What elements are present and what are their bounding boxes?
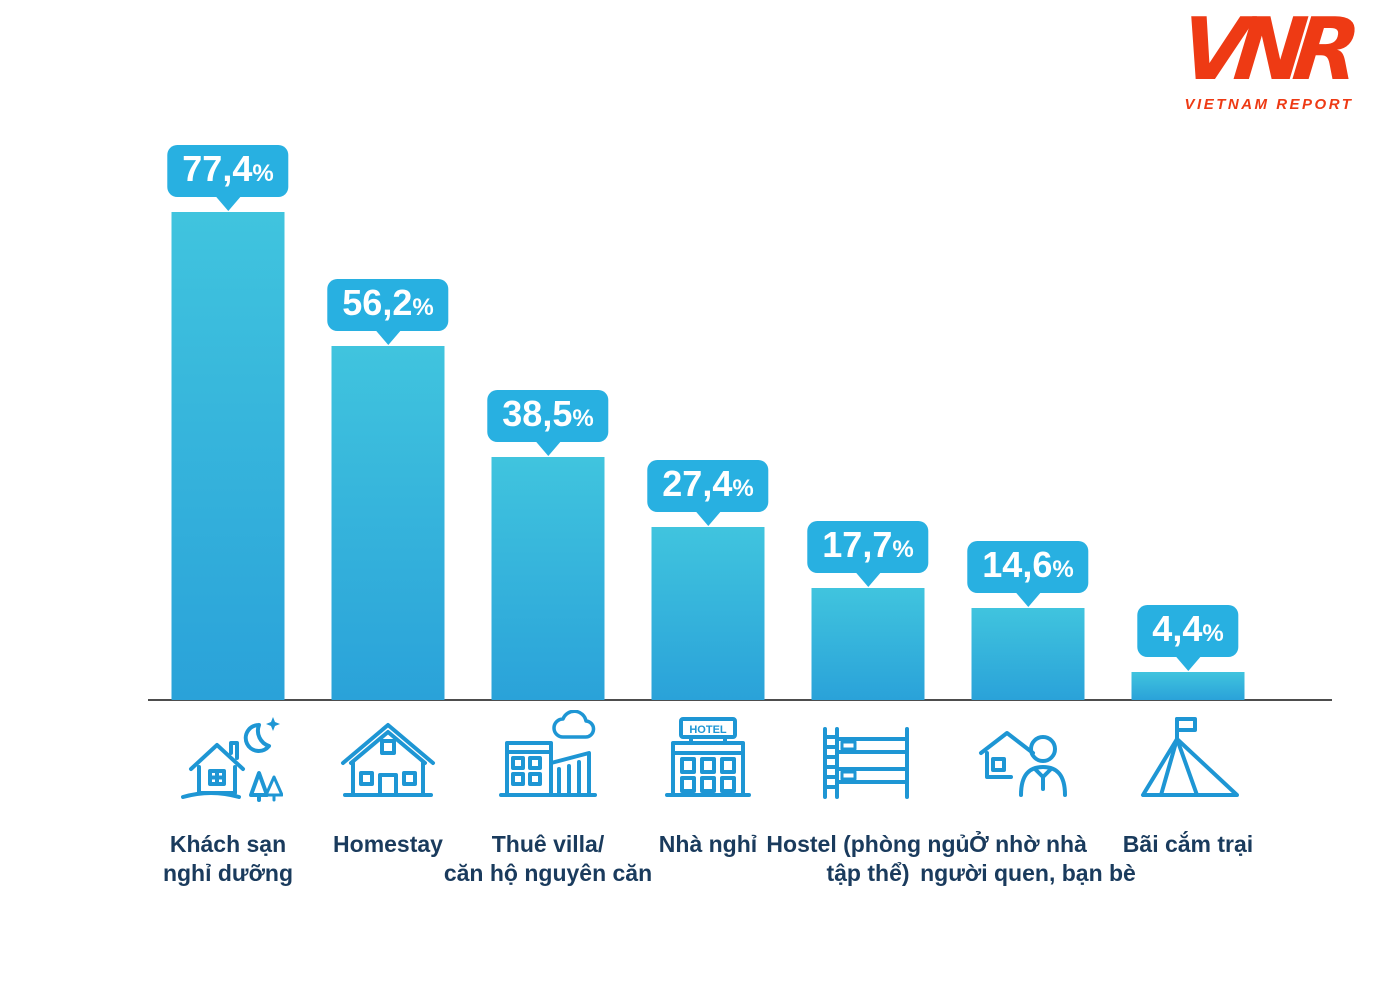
value-number: 27,4 xyxy=(662,463,733,504)
bar xyxy=(1131,672,1245,700)
bar-column: 17,7% Hostel (phòng ngủ tập thể) xyxy=(766,0,970,983)
bar xyxy=(811,588,925,700)
bar-column: 77,4% Khách sạn nghỉ dưỡng xyxy=(148,0,308,983)
value-number: 17,7 xyxy=(822,524,893,565)
value-number: 4,4 xyxy=(1152,608,1203,649)
value-bubble: 17,7% xyxy=(807,521,929,573)
value-number: 56,2 xyxy=(342,282,413,323)
bar xyxy=(491,457,605,700)
percent-sign: % xyxy=(412,294,434,321)
category-label: Khách sạn nghỉ dưỡng xyxy=(162,831,294,887)
value-bubble: 38,5% xyxy=(487,390,609,442)
tent-icon xyxy=(1133,710,1243,812)
value-bubble: 56,2% xyxy=(327,279,449,331)
bunk-bed-icon xyxy=(813,710,923,812)
value-bubble: 27,4% xyxy=(647,460,769,512)
bar-column: 14,6% Ở nhờ nhà người quen, bạn bè xyxy=(920,0,1136,983)
category-label: Hostel (phòng ngủ tập thể) xyxy=(766,831,970,887)
percent-sign: % xyxy=(572,405,594,432)
percent-sign: % xyxy=(1202,620,1224,647)
percent-sign: % xyxy=(1052,556,1074,583)
logo-subtext: VIETNAM REPORT xyxy=(1184,95,1354,113)
value-bubble: 77,4% xyxy=(167,145,289,197)
guest-house-icon xyxy=(973,710,1083,812)
bar-column: 4,4% Bãi cắm trại xyxy=(1108,0,1268,983)
percent-sign: % xyxy=(892,536,914,563)
bar-column: 27,4% HOTEL Nhà nghỉ xyxy=(628,0,788,983)
value-number: 14,6 xyxy=(982,544,1053,585)
category-label: Nhà nghỉ xyxy=(658,831,758,857)
hotel-sign-text: HOTEL xyxy=(689,724,727,736)
bar xyxy=(651,527,765,700)
category-label: Bãi cắm trại xyxy=(1122,831,1254,857)
hotel-icon: HOTEL xyxy=(653,710,763,812)
category-label: Ở nhờ nhà người quen, bạn bè xyxy=(920,831,1136,887)
homestay-icon xyxy=(333,710,443,812)
value-bubble: 14,6% xyxy=(967,541,1089,593)
percent-sign: % xyxy=(252,160,274,187)
bar xyxy=(171,212,285,700)
vietnam-report-logo: VNR VIETNAM REPORT xyxy=(1164,0,1374,113)
villa-icon xyxy=(493,709,603,812)
category-label: Thuê villa/ căn hộ nguyên căn xyxy=(443,831,653,887)
value-number: 38,5 xyxy=(502,393,573,434)
value-number: 77,4 xyxy=(182,148,253,189)
resort-night-icon xyxy=(173,710,284,812)
bar xyxy=(331,346,445,700)
category-label: Homestay xyxy=(333,831,443,857)
percent-sign: % xyxy=(732,475,754,502)
bar-column: 56,2% Homestay xyxy=(308,0,468,983)
x-axis-baseline xyxy=(148,699,1332,701)
value-bubble: 4,4% xyxy=(1137,605,1239,657)
bar-column: 38,5% Thuê villa/ căn hộ nguyên căn xyxy=(444,0,652,983)
bar xyxy=(971,608,1085,700)
